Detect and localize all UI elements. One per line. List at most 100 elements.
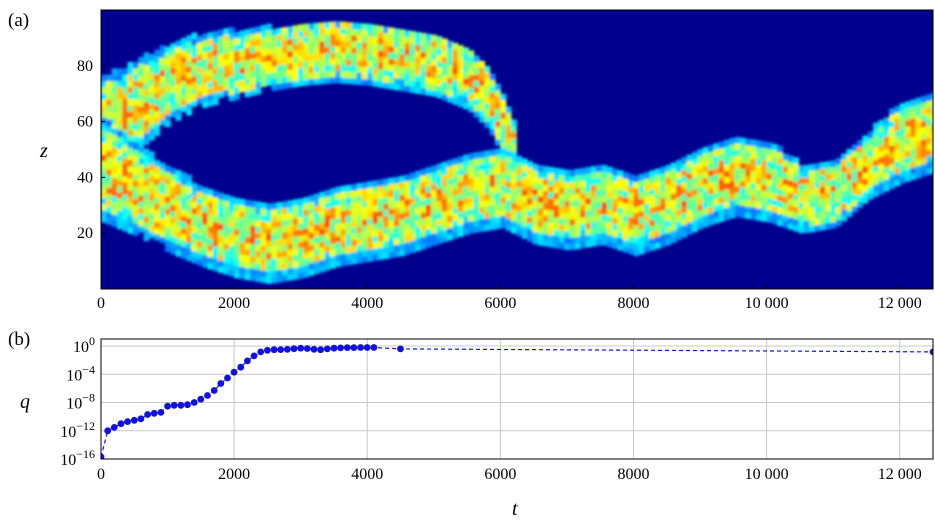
series-q-point xyxy=(230,368,238,376)
heatmap-cell xyxy=(702,214,709,222)
heatmap-cell xyxy=(345,46,352,54)
heatmap-cell xyxy=(143,228,150,236)
heatmap-cell xyxy=(356,244,363,252)
heatmap-cell xyxy=(164,196,171,203)
heatmap-cell xyxy=(345,246,352,253)
heatmap-cell xyxy=(164,202,171,209)
heatmap-cell xyxy=(521,183,528,190)
heatmap-cell xyxy=(101,154,107,162)
heatmap-cell xyxy=(122,151,129,158)
heatmap-cell xyxy=(452,85,459,93)
heatmap-cell xyxy=(745,144,752,152)
heatmap-cell xyxy=(718,215,725,222)
heatmap-cell xyxy=(436,73,443,80)
heatmap-cell xyxy=(553,192,560,200)
heatmap-cell xyxy=(287,206,294,214)
heatmap-cell xyxy=(260,276,267,283)
heatmap-cell xyxy=(500,203,507,210)
heatmap-cell xyxy=(132,174,139,181)
heatmap-cell xyxy=(127,147,134,154)
heatmap-cell xyxy=(633,237,640,244)
heatmap-cell xyxy=(292,223,299,231)
heatmap-cell xyxy=(244,230,251,238)
heatmap-cell xyxy=(415,50,422,58)
heatmap-cell xyxy=(404,217,411,225)
heatmap-cell xyxy=(601,232,608,240)
heatmap-cell xyxy=(154,111,161,118)
heatmap-cell xyxy=(106,99,113,106)
heatmap-cell xyxy=(873,178,879,185)
heatmap-cell xyxy=(154,166,161,173)
heatmap-cell xyxy=(255,213,262,221)
heatmap-cell xyxy=(473,170,480,178)
heatmap-cell xyxy=(681,230,688,238)
heatmap-cell xyxy=(905,162,911,170)
heatmap-cell xyxy=(180,252,187,259)
heatmap-cell xyxy=(351,47,358,54)
heatmap-cell xyxy=(436,66,443,74)
heatmap-cell xyxy=(606,185,613,192)
heatmap-cell xyxy=(558,187,565,194)
heatmap-cell xyxy=(425,210,432,217)
heatmap-cell xyxy=(138,112,145,119)
heatmap-cell xyxy=(857,201,863,209)
heatmap-cell xyxy=(479,151,485,159)
heatmap-cell xyxy=(122,157,129,164)
heatmap-cell xyxy=(756,146,762,154)
heatmap-cell xyxy=(883,135,890,143)
heatmap-cell xyxy=(628,204,635,212)
heatmap-cell xyxy=(793,175,800,183)
heatmap-cell xyxy=(122,138,129,146)
heatmap-cell xyxy=(372,241,379,249)
heatmap-cell xyxy=(117,98,123,106)
heatmap-cell xyxy=(127,159,134,167)
heatmap-cell xyxy=(473,225,480,233)
heatmap-cell xyxy=(101,105,107,113)
heatmap-cell xyxy=(271,270,278,278)
heatmap-cell xyxy=(255,81,262,89)
heatmap-cell xyxy=(905,144,911,152)
heatmap-cell xyxy=(692,151,698,159)
heatmap-cell xyxy=(356,183,363,190)
heatmap-cell xyxy=(175,225,182,233)
heatmap-cell xyxy=(750,200,757,208)
heatmap-cell xyxy=(287,56,294,64)
heatmap-cell xyxy=(468,165,475,173)
heatmap-cell xyxy=(324,21,331,29)
heatmap-cell xyxy=(718,172,725,179)
heatmap-cell xyxy=(212,252,219,259)
heatmap-cell xyxy=(511,153,517,160)
heatmap-cell xyxy=(532,200,539,208)
series-q-point xyxy=(250,352,258,360)
heatmap-cell xyxy=(409,74,416,81)
heatmap-cell xyxy=(761,147,768,155)
heatmap-cell xyxy=(495,154,501,162)
heatmap-cell xyxy=(276,214,283,221)
heatmap-cell xyxy=(330,206,336,214)
heatmap-cell xyxy=(457,168,464,176)
heatmap-cell xyxy=(649,176,656,184)
heatmap-cell xyxy=(170,235,177,243)
series-q-point xyxy=(197,395,205,403)
heatmap-cell xyxy=(873,159,879,167)
heatmap-cell xyxy=(159,63,166,71)
heatmap-cell xyxy=(159,187,166,194)
heatmap-cell xyxy=(436,54,443,62)
heatmap-cell xyxy=(894,124,901,131)
heatmap-cell xyxy=(117,68,123,75)
heatmap-cell xyxy=(298,216,304,224)
heatmap-cell xyxy=(692,200,698,208)
heatmap-cell xyxy=(170,186,177,193)
heatmap-cell xyxy=(345,209,352,217)
heatmap-cell xyxy=(308,29,315,37)
heatmap-cell xyxy=(345,191,352,198)
heatmap-cell xyxy=(255,244,262,252)
heatmap-cell xyxy=(745,163,752,170)
heatmap-cell xyxy=(106,80,113,88)
heatmap-cell xyxy=(319,71,326,79)
heatmap-cell xyxy=(186,248,193,255)
heatmap-cell xyxy=(500,196,507,204)
heatmap-cell xyxy=(127,141,134,148)
heatmap-cell xyxy=(670,217,677,225)
heatmap-cell xyxy=(793,181,800,189)
